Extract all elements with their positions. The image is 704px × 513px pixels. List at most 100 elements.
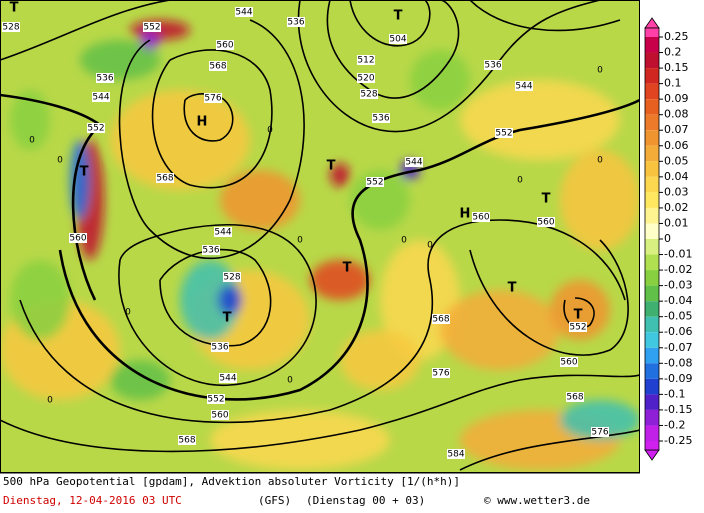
contour-label-bg [207,394,225,404]
colorbar-swatch [645,207,659,224]
contour-label: 568 [156,174,173,184]
contour-label: 504 [389,35,406,45]
colorbar-tick-label: -0.07 [664,341,692,354]
colorbar-tick-label: 0.25 [664,30,689,43]
colorbar-tick-label: 0.05 [664,154,689,167]
contour [151,49,273,189]
contour-label: 0 [597,156,603,166]
contour-label-bg [211,342,229,352]
colorbar-swatch [645,161,659,177]
contour-label: 528 [360,90,377,100]
colorbar-swatch [645,270,659,286]
colorbar-tick-label: -0.08 [664,356,692,369]
contour-label-bg [569,322,587,332]
contour-label: 568 [566,393,583,403]
geopotential-contours [1,1,639,471]
contour-label-bg [591,427,609,437]
vorticity-field [1,20,639,470]
contour-label: 520 [357,74,374,84]
colorbar-tick-label: -0.01 [664,248,692,261]
contour [118,19,305,260]
colorbar-tick-label: -0.03 [664,279,692,292]
pressure-center: T [542,192,551,207]
contour-label: 536 [484,61,501,71]
colorbar-swatch [645,425,659,441]
colorbar-tick-label: -0.04 [664,294,692,307]
contour-label: 568 [209,62,226,72]
vorticity-blob [330,163,350,187]
colorbar-tick-label: 0 [664,232,671,245]
contour-label: 0 [57,156,63,166]
colorbar-tick-label: 0.04 [664,170,689,183]
footer-source: © www.wetter3.de [484,494,590,507]
contour-labels: 528 552 544 536 560 568 576 536 544 552 568 560 544 5… [2,7,609,460]
contour [118,223,317,386]
contour-label-bg [143,22,161,32]
contour-label: 544 [405,158,422,168]
contour-label: 576 [591,428,608,438]
contour [349,1,431,47]
colorbar-tick-label: 0.1 [664,77,682,90]
contour [469,239,629,356]
vorticity-blob [560,400,639,440]
colorbar-tick-label: -0.15 [664,403,692,416]
contour [1,1,170,61]
colorbar-tick-label: -0.02 [664,263,692,276]
footer-run: (Dienstag 00 + 03) [306,494,425,507]
contour-label: 552 [87,124,104,134]
colorbar-swatch [645,83,659,100]
contour-label-bg [472,212,490,222]
pressure-center: T [394,9,403,24]
contour [183,93,234,142]
contour-label: 584 [447,450,464,460]
contour-label: 576 [204,94,221,104]
contour-label: 536 [202,246,219,256]
contour-label-bg [202,245,220,255]
colorbar-swatch [645,176,659,193]
colorbar-swatch [645,394,659,410]
colorbar-swatch [645,316,659,333]
vorticity-blob [350,170,410,230]
contour-label: 0 [267,126,273,136]
contour-label: 0 [29,136,35,146]
contour-label-bg [372,113,390,123]
contour-label: 552 [569,323,586,333]
colorbar-tick-label: 0.15 [664,61,689,74]
contour-label: 560 [69,234,86,244]
contour-label: 0 [47,396,53,406]
contour [58,99,639,401]
contour-label: 544 [235,8,252,18]
contour-label: 552 [366,178,383,188]
contour-label: 528 [223,273,240,283]
colorbar-tick-label: 0.2 [664,46,682,59]
vorticity-blob [80,40,160,80]
contour-label-bg [156,173,174,183]
contour-label-bg [560,357,578,367]
contour-label-bg [405,157,423,167]
contour-label-bg [447,449,465,459]
colorbar-swatch [645,130,659,146]
pressure-center: H [460,207,471,222]
vorticity-blob [218,285,242,315]
vorticity-blob [340,330,420,390]
colorbar-swatch [645,301,659,317]
contour-label-bg [214,227,232,237]
colorbar-swatch [645,254,659,271]
pressure-center: T [327,159,336,174]
contour-label: 536 [211,343,228,353]
pressure-centers: T T H T T H T T T T T [10,1,583,326]
contour-label: 0 [297,236,303,246]
pressure-center: H [197,115,208,130]
colorbar-tick-label: 0.08 [664,108,689,121]
contour-label: 544 [219,374,236,384]
colorbar-swatch [645,52,659,69]
colorbar-swatch [645,99,659,115]
contour [469,1,621,32]
vorticity-blob [560,150,639,250]
colorbar-tick-label: -0.1 [664,387,685,400]
contour-label: 528 [2,23,19,33]
colorbar-swatch [645,192,659,208]
contour-label: 544 [92,93,109,103]
contour [326,1,460,99]
colorbar-tick-label: 0.03 [664,185,689,198]
